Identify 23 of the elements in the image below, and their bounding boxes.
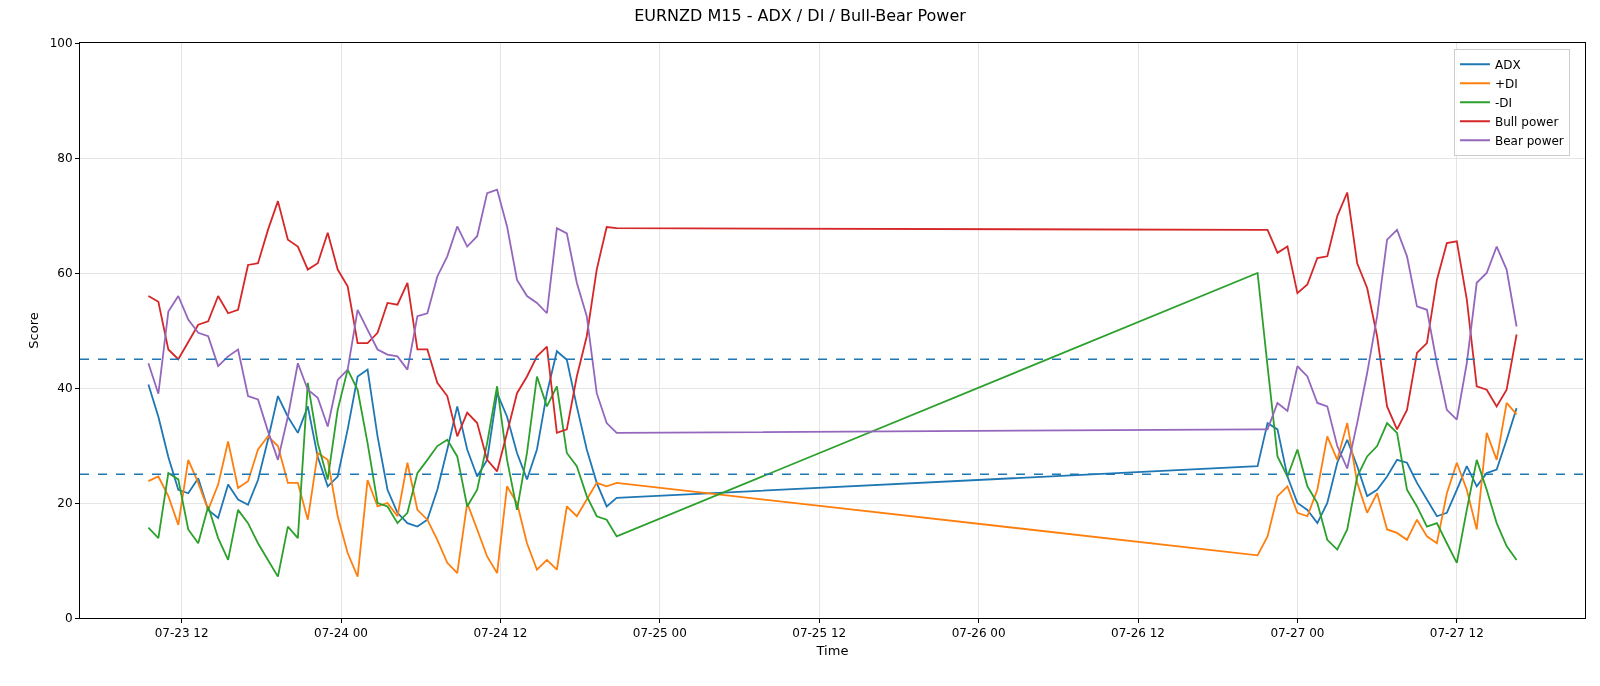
y-axis-title: Score (25, 312, 41, 349)
y-tick-label: 60 (57, 266, 73, 281)
y-tick-label: 20 (57, 496, 73, 511)
x-tick-label: 07-26 12 (1111, 626, 1165, 641)
x-tick-label: 07-24 00 (314, 626, 368, 641)
x-tick-label: 07-25 00 (632, 626, 687, 641)
y-tick-label: 0 (64, 611, 73, 626)
x-axis-title: Time (815, 643, 849, 658)
legend-label: ADX (1494, 57, 1521, 72)
y-tick-label: 100 (49, 36, 73, 51)
legend-label: -DI (1494, 95, 1513, 110)
y-tick-label: 80 (57, 151, 73, 166)
x-tick-label: 07-24 12 (473, 626, 528, 641)
x-tick-label: 07-23 12 (154, 626, 209, 641)
legend-label: Bear power (1494, 133, 1564, 148)
legend-label: +DI (1494, 76, 1518, 91)
chart-title: EURNZD M15 - ADX / DI / Bull-Bear Power (634, 6, 967, 26)
x-tick-label: 07-27 00 (1270, 626, 1325, 641)
legend-label: Bull power (1494, 114, 1559, 129)
x-tick-label: 07-26 00 (951, 626, 1006, 641)
x-tick-label: 07-27 12 (1429, 626, 1484, 641)
y-tick-label: 40 (57, 381, 73, 396)
x-tick-label: 07-25 12 (792, 626, 847, 641)
